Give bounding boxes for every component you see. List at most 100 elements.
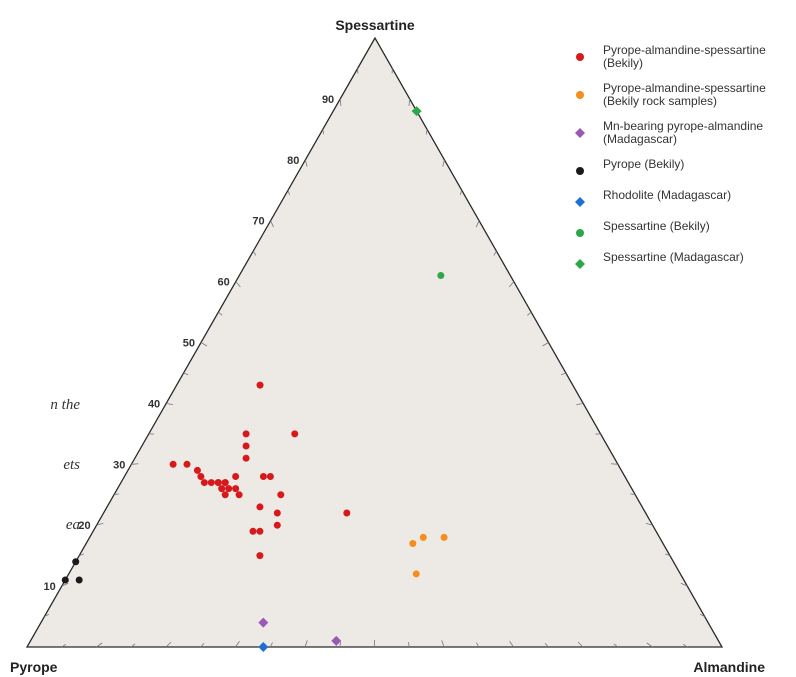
data-point [214, 479, 222, 487]
data-point [242, 430, 250, 438]
tick-mark [459, 190, 463, 196]
legend-marker [575, 128, 585, 138]
legend-label: Rhodolite (Madagascar) [603, 188, 731, 202]
tick-mark [304, 640, 308, 648]
data-point [207, 479, 215, 487]
data-point [259, 472, 267, 480]
tick-labels: 10 20 30 40 50 60 70 80 90 [44, 94, 335, 593]
tick-mark [509, 640, 514, 648]
data-point-diamond [331, 635, 342, 646]
data-point [256, 552, 264, 560]
data-point [75, 576, 83, 584]
legend-label: (Bekily rock samples) [603, 94, 717, 108]
tick-mark [183, 372, 189, 376]
tick-mark [561, 372, 566, 376]
tick-mark [322, 129, 325, 135]
data-point [242, 442, 250, 450]
tick-mark [235, 641, 240, 648]
tick-mark [442, 159, 445, 167]
legend-label: Mn-bearing pyrope-almandine [603, 119, 763, 133]
legend-label: Pyrope-almandine-spessartine [603, 43, 766, 57]
tick-mark [287, 190, 290, 196]
tick-mark [79, 553, 85, 557]
tick-mark [576, 403, 584, 406]
tick-mark [680, 582, 688, 587]
tick-label-spessartine: 90 [322, 94, 334, 106]
data-point [277, 491, 285, 499]
side-caption-line: n the [50, 397, 80, 413]
tick-mark [339, 642, 341, 648]
tick-mark [700, 613, 705, 617]
tick-marks [44, 68, 705, 648]
tick-mark [113, 493, 119, 496]
data-point [197, 472, 205, 480]
tick-mark [408, 98, 411, 106]
data-point [273, 521, 281, 529]
tick-mark [610, 463, 618, 465]
legend-label: Pyrope-almandine-spessartine [603, 81, 766, 95]
data-point [61, 576, 69, 584]
tick-mark [131, 463, 139, 465]
tick-mark [682, 643, 688, 648]
legend: Pyrope-almandine-spessartine(Bekily)Pyro… [575, 43, 766, 269]
legend-marker [575, 259, 585, 269]
data-point [221, 491, 229, 499]
tick-mark [577, 641, 584, 648]
tick-label-spessartine: 40 [148, 398, 160, 410]
data-point [169, 460, 177, 468]
data-point [221, 479, 229, 487]
data-point [242, 454, 250, 462]
side-caption: n the ets ea [0, 355, 80, 555]
data-point [256, 503, 264, 511]
tick-label-spessartine: 20 [78, 520, 90, 532]
data-point [256, 527, 264, 535]
data-point [412, 570, 420, 578]
tick-mark [130, 643, 136, 648]
data-point [218, 485, 226, 493]
data-point [273, 509, 281, 517]
tick-mark [235, 281, 241, 288]
tick-mark [200, 642, 205, 648]
tick-mark [305, 159, 308, 167]
tick-label-spessartine: 30 [113, 459, 125, 471]
vertex-label-almandine: Almandine [693, 659, 765, 675]
vertex-label-spessartine: Spessartine [335, 17, 415, 33]
data-point [193, 466, 201, 474]
tick-mark [542, 342, 549, 347]
tick-label-spessartine: 50 [183, 338, 195, 350]
data-point [266, 472, 274, 480]
tick-mark [61, 582, 69, 587]
data-point [343, 509, 351, 517]
vertex-label-pyrope: Pyrope [10, 659, 58, 675]
tick-label-spessartine: 60 [218, 277, 230, 289]
tick-mark [44, 613, 50, 617]
data-point [72, 558, 80, 566]
tick-mark [645, 522, 653, 526]
legend-label: (Bekily) [603, 56, 643, 70]
data-point [225, 485, 233, 493]
data-point [183, 460, 191, 468]
data-point [437, 272, 445, 280]
tick-mark [646, 642, 653, 648]
legend-label: Spessartine (Madagascar) [603, 250, 744, 264]
tick-mark [527, 311, 532, 316]
data-point [419, 533, 427, 541]
tick-mark [665, 553, 671, 557]
tick-mark [475, 220, 480, 228]
side-caption-line: ea [65, 517, 80, 533]
tick-mark [508, 281, 515, 288]
data-point [440, 533, 448, 541]
data-point-diamond [258, 642, 269, 652]
tick-mark [96, 642, 103, 648]
data-point [291, 430, 299, 438]
tick-label-spessartine: 10 [44, 581, 56, 593]
data-points [61, 106, 448, 652]
tick-label-spessartine: 80 [287, 155, 299, 167]
legend-label: Spessartine (Bekily) [603, 219, 710, 233]
tick-label-spessartine: 70 [252, 216, 264, 228]
tick-mark [425, 129, 428, 135]
tick-mark [96, 522, 104, 526]
tick-mark [200, 342, 208, 347]
tick-mark [218, 311, 223, 316]
